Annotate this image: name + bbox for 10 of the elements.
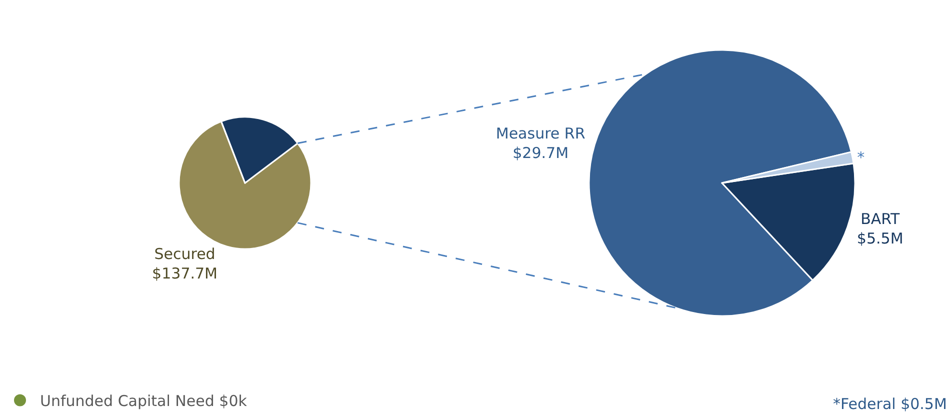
text: *Federal $0.5M	[833, 395, 947, 413]
pie-slice	[588, 49, 852, 317]
legend-label: Unfunded Capital Need $0k	[40, 392, 248, 410]
data-label: $5.5M	[856, 230, 904, 248]
slice-label: BART	[860, 210, 900, 228]
slice-label: Measure RR	[496, 124, 586, 142]
slice-label: Secured	[154, 245, 216, 264]
data-label: *	[857, 148, 866, 166]
data-label: $137.7M	[152, 264, 218, 283]
data-label: $29.7M	[512, 144, 569, 162]
